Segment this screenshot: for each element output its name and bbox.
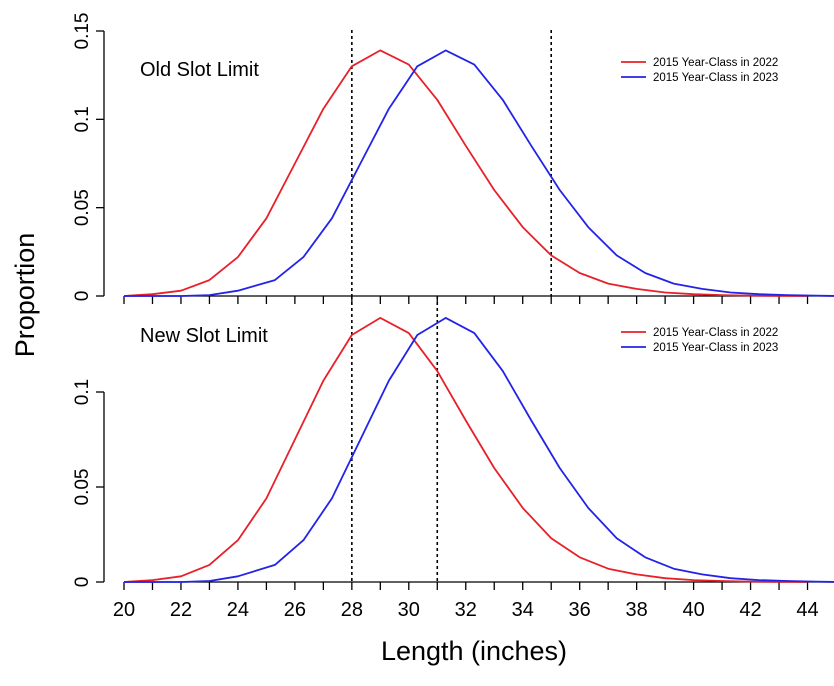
x-tick-label: 40 [682,599,704,621]
series-line-1 [123,49,808,297]
x-tick-label: 28 [341,599,363,621]
panel-title: Old Slot Limit [140,59,259,81]
x-tick-label: 44 [796,599,818,621]
panel-title: New Slot Limit [140,325,268,347]
legend-label: 2015 Year-Class in 2022 [653,57,778,69]
y-tick-label: 0 [72,577,93,588]
y-tick-label: 0.1 [72,379,93,405]
chart-panel-2: 0 0.05 0.1 20 22 24 26 28 30 32 34 36 38 40 42 44 New Sl… [72,296,834,621]
y-tick-label: 0.15 [72,13,93,50]
x-tick-label: 38 [626,599,648,621]
x-tick-label: 34 [512,599,534,621]
series-line-2 [124,316,834,583]
legend-label: 2015 Year-Class in 2022 [653,327,778,339]
x-tick-label: 36 [569,599,591,621]
x-tick-label: 24 [227,599,249,621]
y-tick-label: 0.05 [72,189,93,226]
y-axis-label: Proportion [10,233,40,358]
chart-panel-1: 0 0.05 0.1 0.15 Old Slot Limit 2015 Year-Clas… [72,13,834,304]
y-tick-label: 0.1 [72,106,93,132]
legend-label: 2015 Year-Class in 2023 [653,342,778,354]
x-tick-label: 32 [455,599,477,621]
y-tick-label: 0 [72,291,93,302]
series-line-2 [124,49,834,297]
x-tick-label: 22 [170,599,192,621]
x-tick-label: 26 [284,599,306,621]
y-tick-label: 0.05 [72,469,93,506]
series-line-1 [123,316,808,583]
x-tick-label: 42 [739,599,761,621]
x-axis-label: Length (inches) [381,636,567,666]
legend-label: 2015 Year-Class in 2023 [653,72,778,84]
x-tick-label: 30 [398,599,420,621]
x-tick-label: 20 [113,599,135,621]
